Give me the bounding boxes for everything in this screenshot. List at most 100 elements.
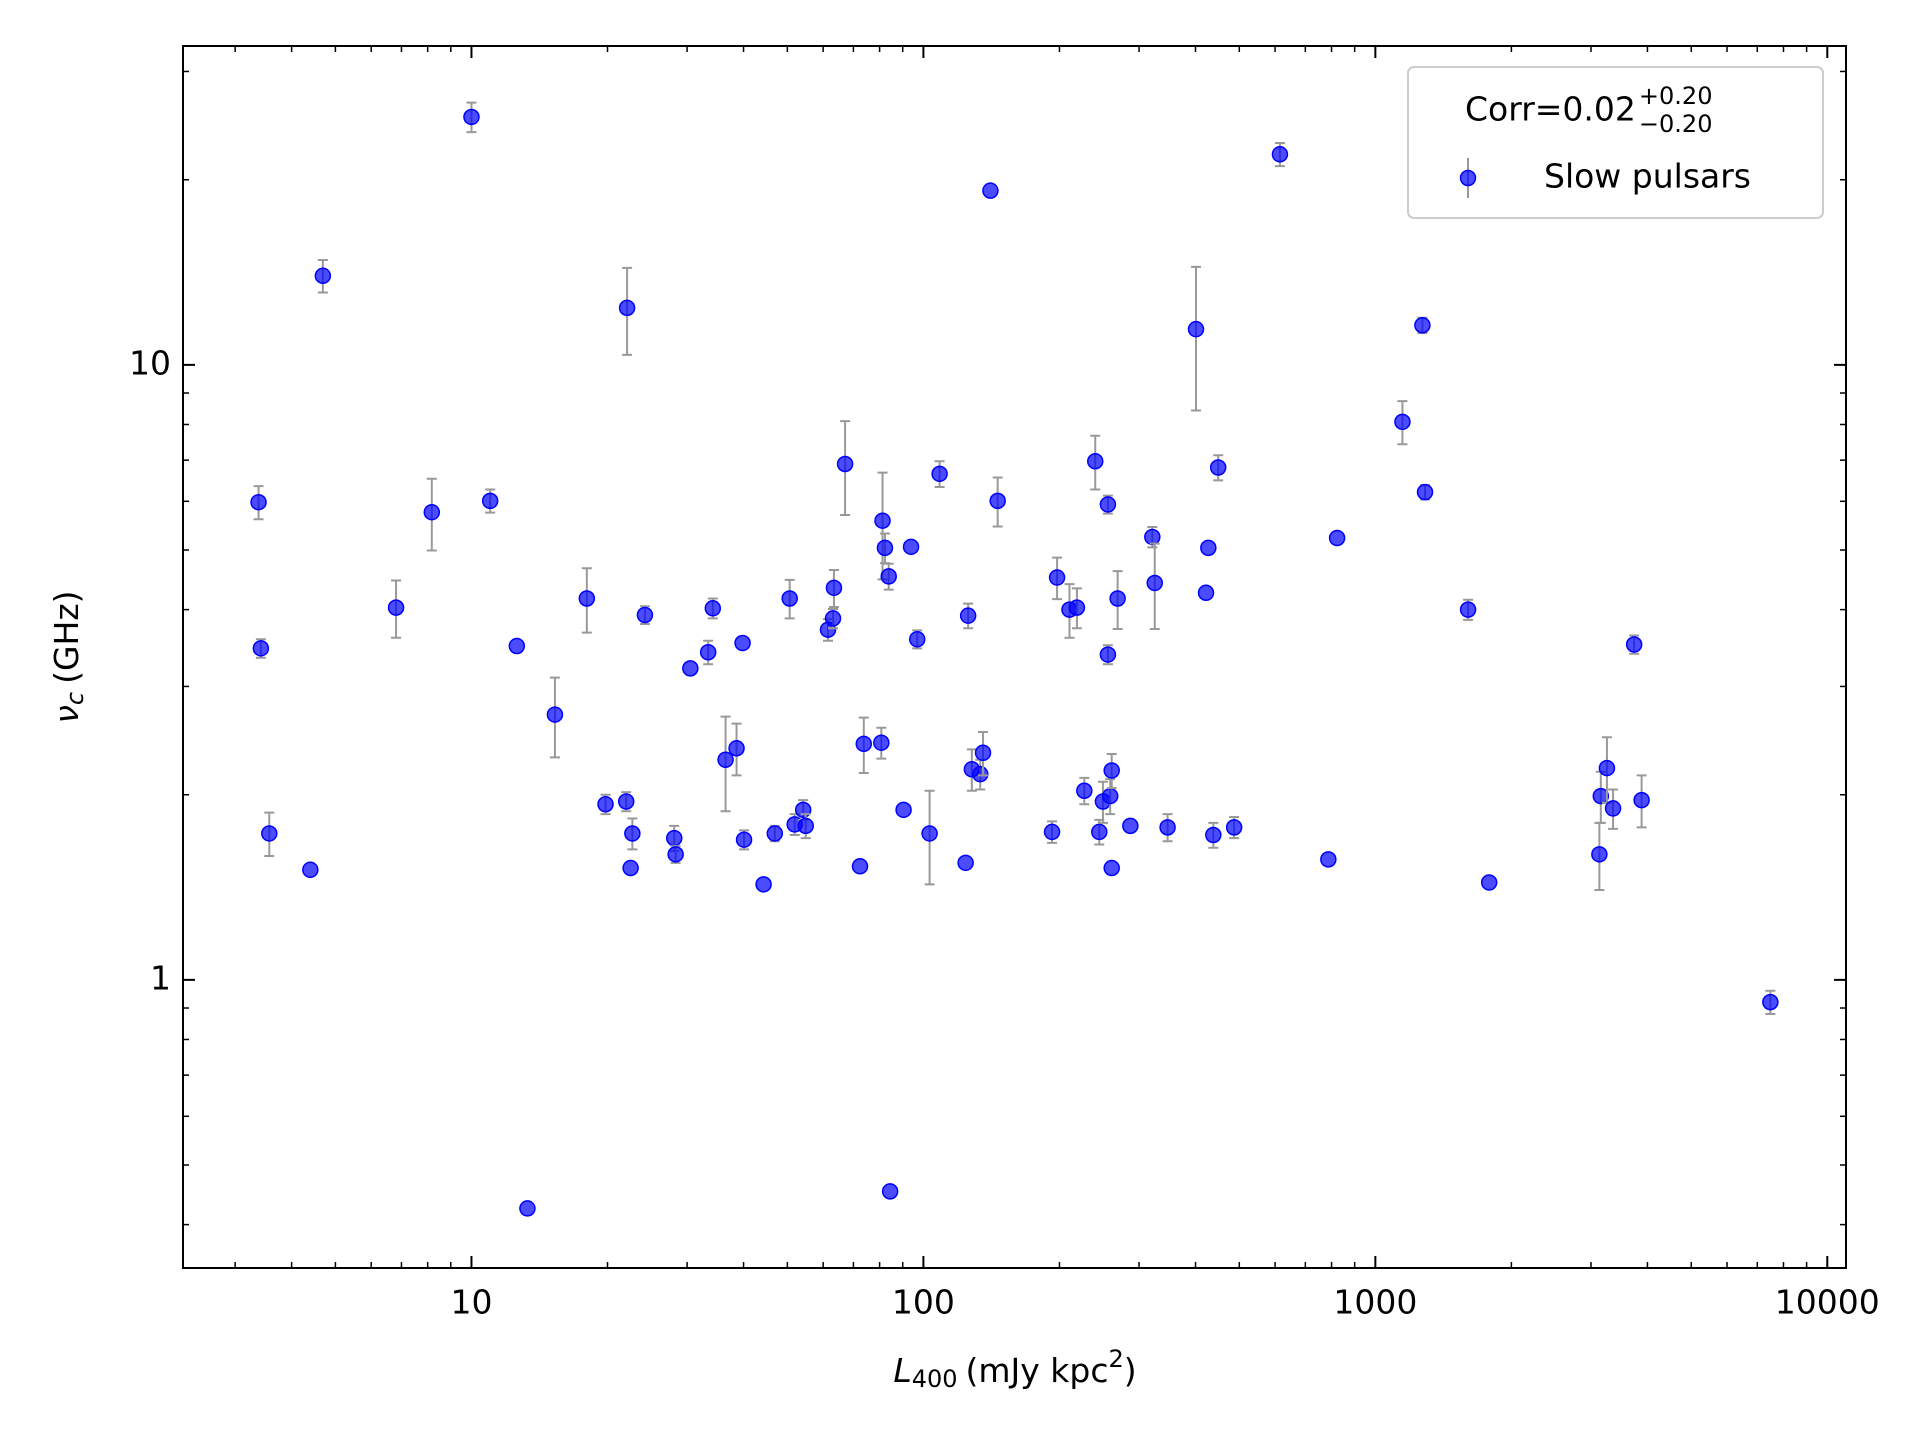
data-point bbox=[624, 825, 641, 842]
data-point bbox=[1414, 316, 1431, 334]
data-point bbox=[895, 801, 912, 819]
data-point bbox=[735, 831, 753, 848]
legend-label: Slow pulsars bbox=[1544, 157, 1751, 196]
data-point bbox=[959, 607, 977, 624]
data-point bbox=[825, 579, 843, 597]
data-point bbox=[618, 299, 636, 317]
data-point bbox=[578, 590, 596, 607]
data-point bbox=[546, 706, 564, 723]
data-point bbox=[1200, 539, 1217, 557]
data-point bbox=[1592, 787, 1610, 805]
x-label-sub: 400 bbox=[912, 1365, 958, 1393]
data-point bbox=[972, 765, 989, 783]
data-point bbox=[1328, 529, 1346, 547]
data-point bbox=[1625, 636, 1643, 653]
x-tick-label: 1000 bbox=[1333, 1283, 1417, 1322]
plot-frame bbox=[182, 45, 1847, 1269]
data-point bbox=[755, 876, 772, 893]
data-point bbox=[873, 734, 890, 751]
data-point bbox=[1320, 851, 1337, 868]
data-point bbox=[519, 1200, 536, 1217]
y-axis-label: νc (GHz) bbox=[47, 590, 90, 723]
data-point bbox=[1103, 859, 1120, 877]
data-point bbox=[597, 796, 614, 813]
y-label-sub: c bbox=[61, 692, 89, 705]
data-point bbox=[1394, 413, 1411, 431]
data-point bbox=[1086, 453, 1104, 470]
data-point bbox=[1225, 819, 1243, 836]
data-point bbox=[855, 735, 873, 753]
data-point bbox=[1043, 823, 1061, 841]
data-point bbox=[463, 108, 480, 126]
data-point bbox=[874, 512, 891, 529]
data-point bbox=[1209, 459, 1227, 476]
data-point bbox=[666, 829, 683, 847]
data-point bbox=[974, 744, 992, 762]
data-point bbox=[982, 182, 999, 199]
data-point bbox=[1099, 646, 1117, 663]
data-point bbox=[989, 492, 1006, 510]
data-point bbox=[902, 538, 920, 556]
data-point bbox=[302, 861, 319, 879]
data-point bbox=[1459, 601, 1477, 618]
data-point bbox=[699, 643, 717, 661]
data-point bbox=[851, 858, 869, 875]
data-point bbox=[1159, 819, 1176, 836]
data-point bbox=[1146, 574, 1163, 592]
data-point bbox=[622, 859, 639, 877]
legend: Corr=0.02 +0.20 −0.20 Slow pulsars bbox=[1407, 66, 1824, 219]
data-point bbox=[1101, 787, 1119, 805]
data-point bbox=[1604, 800, 1622, 817]
data-point bbox=[824, 610, 842, 627]
data-point bbox=[836, 455, 854, 473]
x-tick-label: 100 bbox=[892, 1283, 955, 1322]
data-point bbox=[876, 539, 894, 557]
error-bar bbox=[1190, 265, 1201, 412]
x-axis-label: L400 (mJy kpc2) bbox=[893, 1345, 1136, 1393]
data-point bbox=[880, 568, 897, 585]
data-point bbox=[1187, 320, 1205, 338]
data-point bbox=[1068, 599, 1086, 616]
data-point bbox=[1762, 993, 1779, 1011]
data-point bbox=[717, 751, 734, 768]
data-point bbox=[1144, 528, 1161, 546]
legend-box bbox=[1407, 66, 1824, 219]
data-point bbox=[252, 640, 270, 657]
data-point bbox=[250, 493, 267, 511]
data-point bbox=[1099, 496, 1117, 513]
x-label-symbol: L bbox=[893, 1351, 911, 1390]
data-point bbox=[261, 825, 278, 842]
x-label-close: ) bbox=[1124, 1351, 1137, 1390]
data-point bbox=[1480, 874, 1498, 891]
legend-title: Corr=0.02 bbox=[1465, 90, 1636, 129]
y-label-unit: (GHz) bbox=[47, 590, 86, 683]
data-point bbox=[314, 267, 332, 285]
data-point bbox=[881, 1183, 899, 1200]
legend-title-sub: −0.20 bbox=[1639, 110, 1713, 138]
data-point bbox=[1598, 759, 1616, 777]
y-tick-label: 10 bbox=[129, 343, 171, 382]
data-point bbox=[781, 590, 798, 607]
data-point bbox=[1416, 483, 1434, 501]
data-point bbox=[1103, 762, 1120, 779]
data-point bbox=[957, 854, 974, 872]
y-tick-label: 1 bbox=[150, 958, 171, 997]
x-tick-label: 10 bbox=[450, 1283, 492, 1322]
data-point bbox=[1197, 584, 1215, 602]
y-label-symbol: ν bbox=[47, 705, 86, 723]
data-point bbox=[1205, 826, 1222, 844]
data-point bbox=[1048, 569, 1066, 586]
data-point bbox=[1633, 791, 1650, 809]
data-point bbox=[921, 825, 938, 842]
data-point bbox=[636, 606, 654, 624]
data-point bbox=[1271, 146, 1289, 163]
data-point bbox=[617, 793, 635, 810]
data-point bbox=[766, 825, 784, 842]
data-point bbox=[1109, 590, 1126, 607]
x-label-sup: 2 bbox=[1109, 1345, 1124, 1373]
data-point bbox=[423, 503, 441, 521]
data-point bbox=[1591, 846, 1608, 863]
data-point bbox=[908, 630, 926, 648]
x-label-unit: (mJy kpc bbox=[966, 1351, 1109, 1390]
